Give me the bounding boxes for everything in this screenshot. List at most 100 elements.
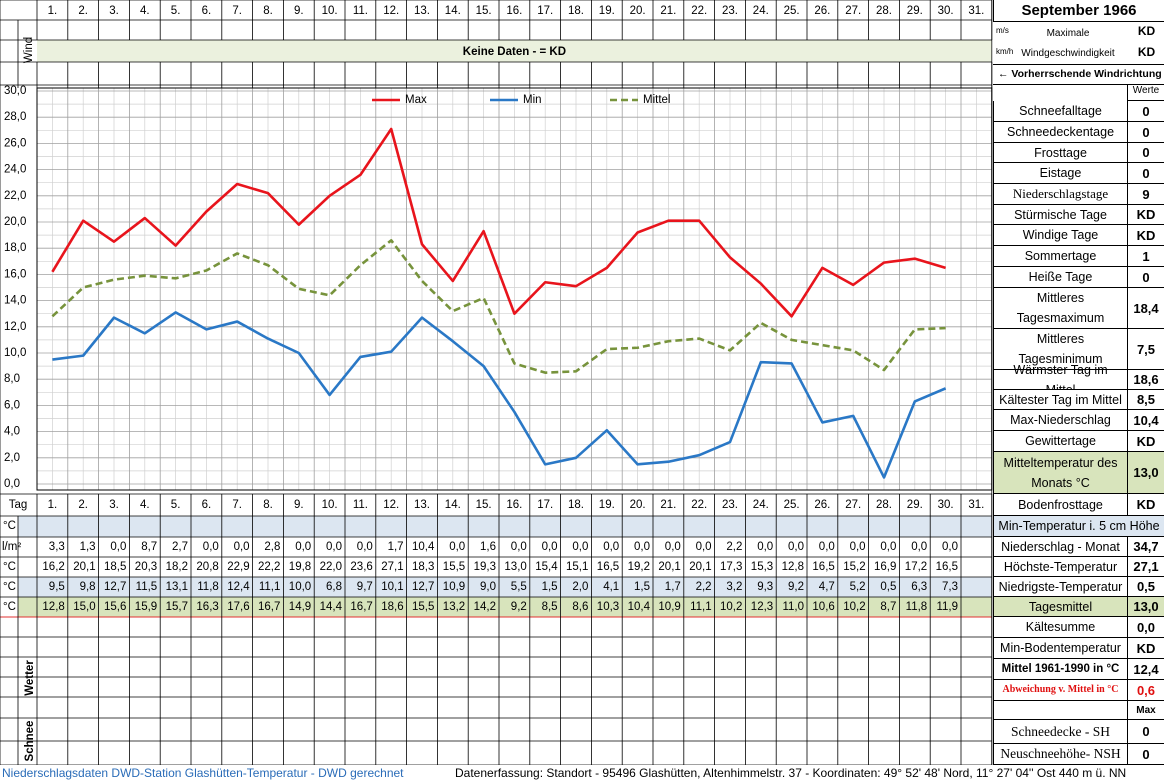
stat-value: KD [1136,207,1156,222]
temp-cell: 12,4 [227,581,250,593]
y-tick-label: 14,0 [4,295,26,307]
day-label: 27. [845,499,861,511]
temp-cell: 17,3 [720,561,742,573]
stat-value: 0 [1142,165,1150,181]
day-label: 12. [383,5,399,17]
y-tick-label: 10,0 [4,347,26,359]
precip-cell: 0,0 [295,541,311,553]
snow-label: Neuschneehöhe- NSH [994,744,1128,764]
stat-row: Min-Temperatur i. 5 cm Höhe [993,516,1164,537]
temp-cell: 15,5 [412,601,434,613]
precip-cell: 0,0 [911,541,927,553]
temp-cell: 10,3 [597,601,619,613]
temp-cell: 9,2 [788,581,804,593]
precip-cell: 0,0 [880,541,896,553]
temp-cell: 12,7 [104,581,126,593]
stat-label: Wärmster Tag im Mittel [994,363,1128,397]
day-label: 18. [568,499,584,511]
temp-cell: 16,7 [258,601,280,613]
temp-cell: 6,8 [326,581,342,593]
temp-cell: 22,2 [258,561,280,573]
stat-value: 0 [1142,103,1150,119]
stat-label: Min-Temperatur i. 5 cm Höhe [998,519,1160,533]
day-label: 5. [171,5,181,17]
y-tick-label: 6,0 [4,399,20,411]
day-label: 17. [537,499,553,511]
temp-cell: 1,5 [542,581,558,593]
temp-cell: 16,5 [597,561,619,573]
stat-row: Windige Tage KD [993,225,1164,246]
temp-cell: 15,5 [443,561,465,573]
temp-cell: 7,3 [942,581,958,593]
stat-row: Abweichung v. Mittel in °C 0,6 [993,680,1164,701]
snow-row: Schneedecke - SH 0 [993,720,1164,744]
series-line [51,239,946,374]
temp-cell: 15,9 [135,601,157,613]
stat-label: Mittleres Tagesmaximum [994,288,1128,328]
snow-label: Schneedecke - SH [994,720,1128,743]
stat-label: Max-Niederschlag [994,410,1128,430]
day-label: 2. [78,5,88,17]
stat-value: 13,0 [1133,465,1159,480]
y-tick-label: 22,0 [4,190,26,202]
temp-cell: 20,1 [689,561,711,573]
day-header: Tag [9,499,28,511]
summary-panel: September 1966 m/s km/h Maximale Windgeschw… [993,0,1165,765]
day-label: 10. [322,5,338,17]
day-label: 7. [232,499,242,511]
temp-cell: 15,4 [535,561,558,573]
day-label: 3. [109,5,119,17]
temp-cell: 10,2 [720,601,742,613]
stat-value: 18,4 [1133,300,1159,316]
section-label: Schnee [24,721,36,762]
stat-row: Schneedeckentage 0 [993,122,1164,143]
day-label: 30. [938,499,954,511]
precip-cell: 0,0 [942,541,958,553]
temp-cell: 5,5 [511,581,527,593]
unit-label: °C [3,520,16,532]
stat-value: 0,0 [1136,619,1156,635]
day-label: 20. [630,499,646,511]
day-label: 23. [722,5,738,17]
legend-label: Min [523,94,542,106]
day-label: 13. [414,499,430,511]
stat-label: Mittleres Tagesminimum [994,329,1128,369]
legend-label: Max [405,94,427,106]
stat-row: Stürmische Tage KD [993,205,1164,225]
precip-cell: 1,7 [388,541,404,553]
day-label: 4. [140,499,150,511]
temp-cell: 10,2 [843,601,865,613]
temp-cell: 11,1 [259,581,281,593]
y-tick-label: 16,0 [4,268,26,280]
day-label: 26. [814,499,830,511]
temp-cell: 16,5 [936,561,958,573]
temp-cell: 16,9 [874,561,896,573]
temp-cell: 3,2 [726,581,742,593]
stat-row: Bodenfrosttage KD [993,494,1164,516]
stat-label: Windige Tage [994,225,1128,245]
stat-label: Abweichung v. Mittel in °C [994,680,1128,700]
temp-cell: 15,0 [73,601,95,613]
temp-cell: 9,8 [80,581,96,593]
footer-source: Niederschlagsdaten DWD-Station Glashütte… [2,766,404,780]
temp-cell: 19,2 [628,561,650,573]
temp-cell: 13,1 [166,581,188,593]
day-label: 13. [414,5,430,17]
day-label: 31. [968,5,984,17]
temp-cell: 12,8 [42,601,64,613]
day-label: 31. [968,499,984,511]
unit-label: °C [3,561,16,573]
day-label: 16. [506,499,522,511]
precip-cell: 8,7 [141,541,157,553]
temp-cell: 12,7 [412,581,434,593]
temp-cell: 18,6 [381,601,403,613]
day-label: 24. [753,5,769,17]
temp-cell: 5,2 [850,581,866,593]
stat-value: 0 [1142,269,1150,285]
snow-header: Max [993,701,1164,720]
precip-cell: 2,8 [264,541,280,553]
wind-direction: ← Vorherrschende Windrichtung [998,68,1162,80]
precip-cell: 2,2 [726,541,742,553]
stat-row: Gewittertage KD [993,431,1164,452]
